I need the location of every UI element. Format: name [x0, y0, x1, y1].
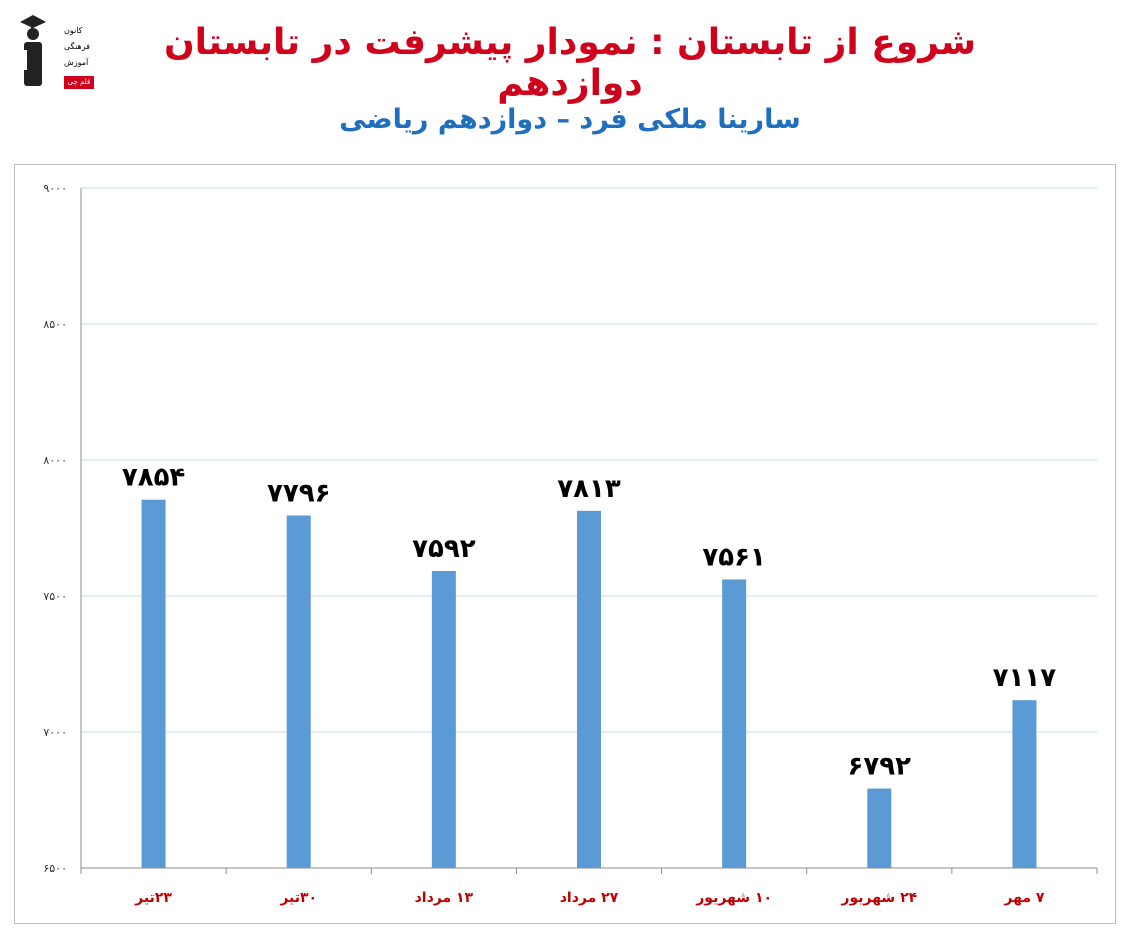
logo-line-3: آموزش	[64, 58, 89, 67]
bar	[286, 515, 311, 868]
logo-line-1: کانون	[64, 26, 83, 35]
page-subtitle: سارینا ملکی فرد – دوازدهم ریاضی	[339, 104, 801, 135]
y-tick-label: ۷۰۰۰	[43, 726, 67, 739]
bar	[141, 499, 166, 868]
logo-badge: قلم چی	[64, 76, 94, 89]
bar	[1012, 700, 1037, 868]
y-tick-label: ۸۵۰۰	[43, 318, 67, 331]
bar	[431, 570, 456, 868]
x-tick-label: ۲۷ مرداد	[560, 890, 619, 906]
logo: کانون فرهنگی آموزش قلم چی	[18, 12, 94, 89]
data-label: ۷۵۹۲	[412, 534, 476, 564]
x-tick-label: ۲۳تیر	[134, 890, 172, 906]
y-tick-label: ۸۰۰۰	[43, 454, 67, 467]
logo-line-2: فرهنگی	[64, 42, 90, 51]
chart-frame: ۶۵۰۰ ۷۰۰۰ ۷۵۰۰ ۸۰۰۰ ۸۵۰۰ ۹۰۰۰ ۷۸۵۴ ۲۳تیر ۷۷۹۶ ۳۰ت…	[14, 164, 1116, 924]
data-label: ۷۵۶۱	[702, 542, 765, 572]
x-tick-label: ۷ مهر	[1003, 890, 1045, 906]
x-tick-label: ۱۳ مرداد	[415, 890, 474, 906]
x-tick-label: ۱۰ شهریور	[695, 890, 772, 906]
graduate-icon	[20, 15, 46, 86]
data-label: ۷۸۵۴	[122, 463, 185, 493]
bar	[722, 579, 747, 868]
bar	[867, 788, 892, 868]
x-tick-label: ۲۴ شهریور	[840, 890, 917, 906]
y-tick-label: ۷۵۰۰	[43, 590, 67, 603]
data-label: ۷۱۱۷	[993, 663, 1057, 693]
x-tick-label: ۳۰تیر	[279, 890, 317, 906]
data-label: ۷۸۱۳	[557, 474, 621, 504]
data-label: ۷۷۹۶	[267, 478, 330, 508]
y-tick-label: ۶۵۰۰	[43, 862, 67, 875]
y-tick-label: ۹۰۰۰	[43, 182, 67, 195]
data-label: ۶۷۹۲	[848, 752, 912, 782]
bar-chart: ۶۵۰۰ ۷۰۰۰ ۷۵۰۰ ۸۰۰۰ ۸۵۰۰ ۹۰۰۰ ۷۸۵۴ ۲۳تیر ۷۷۹۶ ۳۰ت…	[43, 182, 1098, 906]
bar	[577, 510, 601, 868]
page-title: شروع از تابستان : نمودار پیشرفت در تابست…	[163, 22, 977, 104]
